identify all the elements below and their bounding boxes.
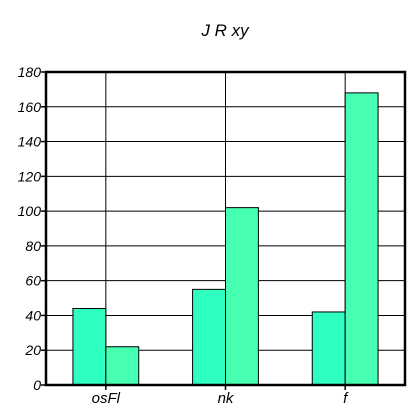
y-tick-label: 120 (18, 168, 42, 184)
x-tick-label: f (343, 390, 349, 407)
bar-osFl-series-1 (72, 307, 107, 386)
y-tick-label: 20 (24, 342, 41, 358)
y-tick-label: 160 (18, 99, 42, 115)
bar-nk-series-2 (225, 207, 259, 386)
y-tick-label: 60 (25, 273, 41, 289)
x-axis-ticks: osFl nk f (92, 385, 349, 407)
chart-title: J R xy (200, 21, 250, 40)
x-tick-label: osFl (92, 390, 121, 407)
y-tick-label: 40 (25, 307, 41, 323)
bar-osFl-series-2 (105, 346, 140, 386)
y-tick-label: 140 (18, 134, 42, 150)
y-tick-label: 80 (25, 238, 41, 254)
y-axis-ticks: 0 20 40 60 80 100 120 140 160 180 (18, 64, 46, 393)
y-tick-label: 180 (18, 64, 42, 80)
x-tick-label: nk (218, 390, 235, 407)
y-tick-label: 0 (33, 377, 41, 393)
bars (72, 92, 379, 386)
y-tick-label: 100 (18, 203, 42, 219)
bar-f-series-2 (344, 92, 379, 386)
bar-f-series-1 (311, 311, 346, 386)
bar-nk-series-1 (192, 288, 226, 386)
